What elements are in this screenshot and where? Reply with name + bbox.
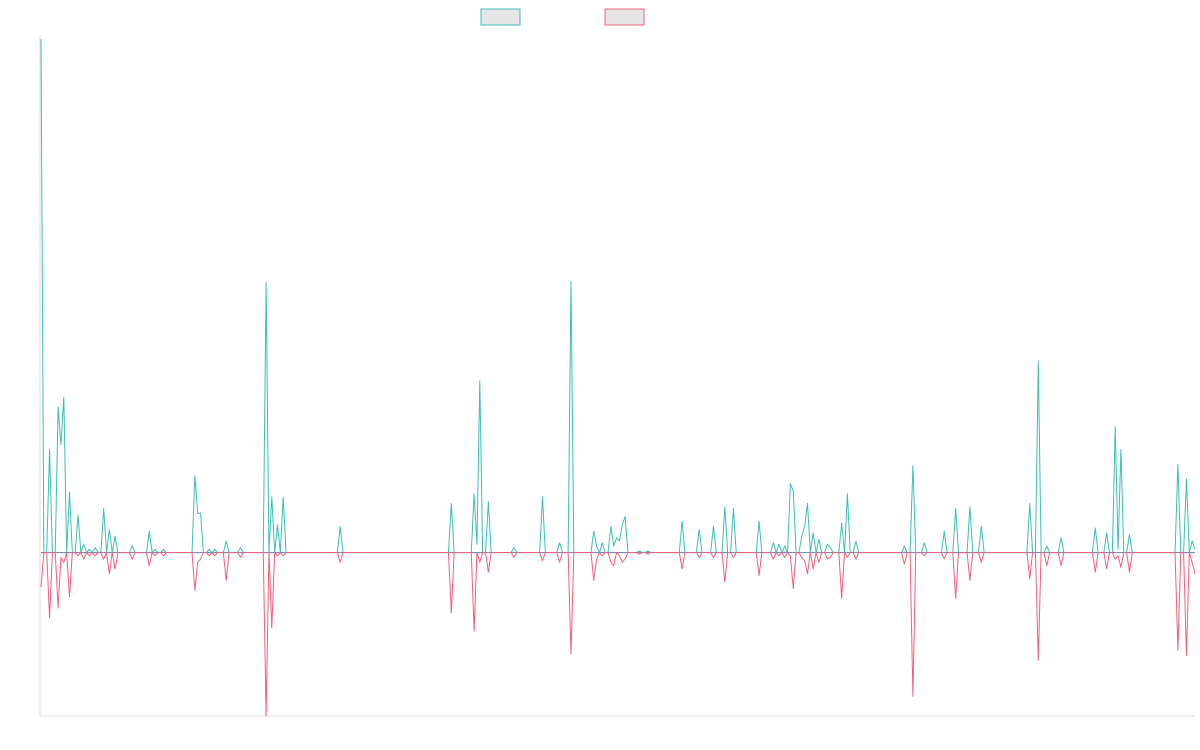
series-line-1 [40, 39, 1196, 554]
legend-item-1[interactable] [480, 8, 521, 26]
chart-axes [39, 36, 1195, 717]
legend-swatch-2 [604, 8, 645, 26]
chart-legend[interactable] [480, 8, 645, 26]
legend-item-2[interactable] [604, 8, 645, 26]
legend-swatch-1 [480, 8, 521, 26]
series-line-2 [40, 552, 1196, 717]
plot-area [40, 39, 1196, 717]
